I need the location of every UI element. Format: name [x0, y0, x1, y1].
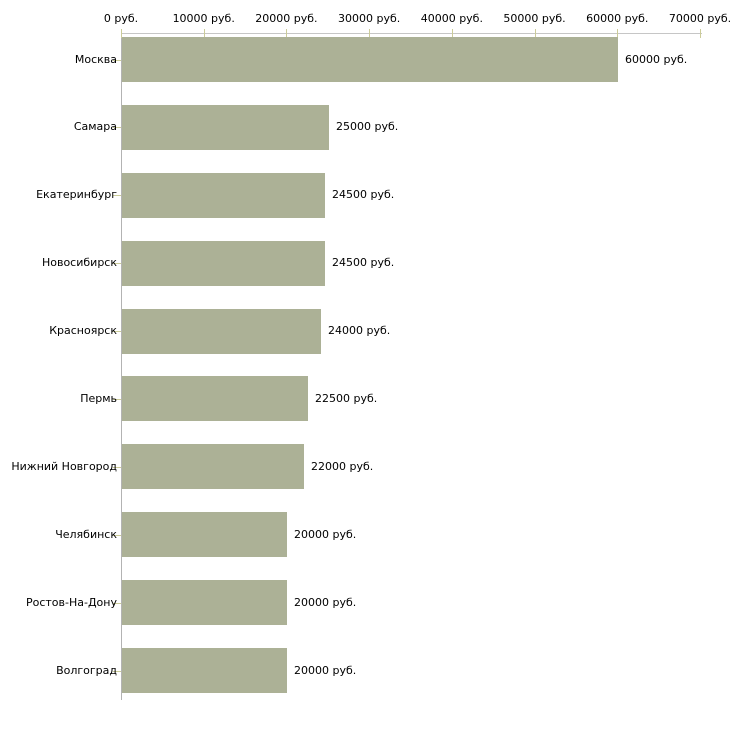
bar	[122, 648, 287, 693]
category-label: Москва	[74, 53, 117, 66]
bar	[122, 309, 321, 354]
category-label: Пермь	[80, 392, 117, 405]
category-label: Нижний Новгород	[11, 460, 117, 473]
category-label: Новосибирск	[41, 256, 117, 269]
y-axis-line	[121, 33, 122, 700]
x-axis-tick-label: 60000 руб.	[586, 12, 649, 25]
category-label: Самара	[73, 120, 117, 133]
x-axis-tick	[534, 29, 536, 38]
value-label: 25000 руб.	[336, 120, 399, 133]
y-axis-category-tick	[113, 60, 121, 61]
bar	[122, 376, 308, 421]
x-axis-tick-label: 30000 руб.	[338, 12, 401, 25]
x-axis-tick-label: 10000 руб.	[172, 12, 235, 25]
y-axis-category-tick	[113, 331, 121, 332]
value-label: 24500 руб.	[332, 256, 395, 269]
value-label: 22500 руб.	[315, 392, 378, 405]
x-axis-tick	[286, 29, 288, 38]
y-axis-category-tick	[113, 603, 121, 604]
bar	[122, 105, 329, 150]
x-axis-tick	[369, 29, 371, 38]
value-label: 20000 руб.	[294, 528, 357, 541]
category-label: Ростов-На-Дону	[25, 596, 117, 609]
bar	[122, 580, 287, 625]
y-axis-category-tick	[113, 399, 121, 400]
category-label: Волгоград	[56, 664, 117, 677]
x-axis-tick-label: 50000 руб.	[503, 12, 566, 25]
y-axis-category-tick	[113, 535, 121, 536]
y-axis-category-tick	[113, 195, 121, 196]
x-axis-tick	[617, 29, 619, 38]
bar	[122, 173, 325, 218]
bar	[122, 444, 304, 489]
value-label: 24500 руб.	[332, 188, 395, 201]
value-label: 24000 руб.	[328, 324, 391, 337]
x-axis-line	[121, 33, 702, 34]
y-axis-category-tick	[113, 467, 121, 468]
category-label: Красноярск	[49, 324, 117, 337]
value-label: 22000 руб.	[311, 460, 374, 473]
value-label: 60000 руб.	[625, 53, 688, 66]
category-label: Екатеринбург	[36, 188, 117, 201]
x-axis-tick-label: 70000 руб.	[668, 12, 730, 25]
bar	[122, 512, 287, 557]
y-axis-category-tick	[113, 263, 121, 264]
x-axis-tick-label: 40000 руб.	[420, 12, 483, 25]
x-axis-tick	[203, 29, 205, 38]
value-label: 20000 руб.	[294, 596, 357, 609]
value-label: 20000 руб.	[294, 664, 357, 677]
x-axis-tick	[700, 29, 701, 38]
y-axis-category-tick	[113, 671, 121, 672]
x-axis-tick-label: 20000 руб.	[255, 12, 318, 25]
x-axis-tick	[451, 29, 453, 38]
x-axis-tick-label: 0 руб.	[103, 12, 139, 25]
bar	[122, 241, 325, 286]
y-axis-category-tick	[113, 127, 121, 128]
x-axis-tick	[121, 29, 122, 38]
category-label: Челябинск	[55, 528, 117, 541]
bar	[122, 37, 618, 82]
